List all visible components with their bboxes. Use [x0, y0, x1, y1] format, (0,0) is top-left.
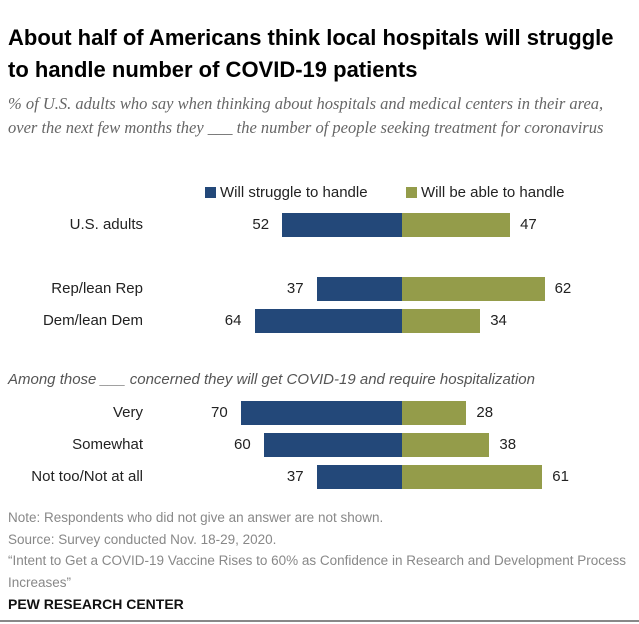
value-label-able: 38 — [499, 436, 517, 453]
row-label: Dem/lean Dem — [42, 312, 143, 329]
row-label: Somewhat — [72, 436, 143, 453]
bottom-rule — [0, 620, 639, 622]
bar-able — [402, 401, 467, 425]
bar-struggle — [264, 433, 402, 457]
value-label-able: 28 — [476, 404, 494, 421]
value-label-struggle: 70 — [211, 404, 228, 421]
bar-able — [402, 465, 543, 489]
legend-label-struggle: Will struggle to handle — [220, 184, 368, 201]
value-label-able: 34 — [490, 312, 507, 329]
bar-struggle — [316, 465, 402, 489]
chart-title: About half of Americans think local hosp… — [8, 25, 614, 82]
legend-item-struggle: Will struggle to handle — [205, 184, 368, 201]
legend-swatch-struggle — [205, 187, 216, 198]
value-label-struggle: 60 — [234, 436, 251, 453]
value-label-struggle: 64 — [224, 312, 242, 329]
row-label: Not too/Not at all — [31, 468, 143, 485]
row-label: Rep/lean Rep — [51, 280, 143, 297]
value-label-struggle: 37 — [286, 468, 304, 485]
row-label: Very — [112, 404, 143, 421]
source-text: Source: Survey conducted Nov. 18-29, 202… — [8, 531, 277, 547]
value-label-able: 61 — [552, 468, 569, 485]
brand-label: PEW RESEARCH CENTER — [8, 596, 184, 612]
legend-swatch-able — [406, 187, 417, 198]
bar-struggle — [254, 309, 402, 333]
chart-subtitle: % of U.S. adults who say when thinking a… — [8, 94, 604, 137]
bar-able — [402, 277, 545, 301]
value-label-struggle: 52 — [252, 216, 270, 233]
bar-struggle — [282, 213, 402, 237]
row-label: U.S. adults — [69, 216, 143, 233]
bar-able — [402, 433, 490, 457]
bar-able — [402, 309, 481, 333]
value-label-able: 47 — [520, 216, 537, 233]
section-label: Among those ___ concerned they will get … — [8, 371, 535, 388]
bar-able — [402, 213, 511, 237]
value-label-struggle: 37 — [286, 280, 304, 297]
bar-struggle — [316, 277, 402, 301]
legend-label-able: Will be able to handle — [421, 184, 565, 201]
legend-item-able: Will be able to handle — [406, 184, 564, 201]
value-label-able: 62 — [554, 280, 572, 297]
note-text: Note: Respondents who did not give an an… — [8, 510, 384, 525]
report-text: “Intent to Get a COVID-19 Vaccine Rises … — [8, 553, 627, 590]
notes: Note: Respondents who did not give an an… — [8, 507, 628, 593]
bar-struggle — [241, 401, 402, 425]
